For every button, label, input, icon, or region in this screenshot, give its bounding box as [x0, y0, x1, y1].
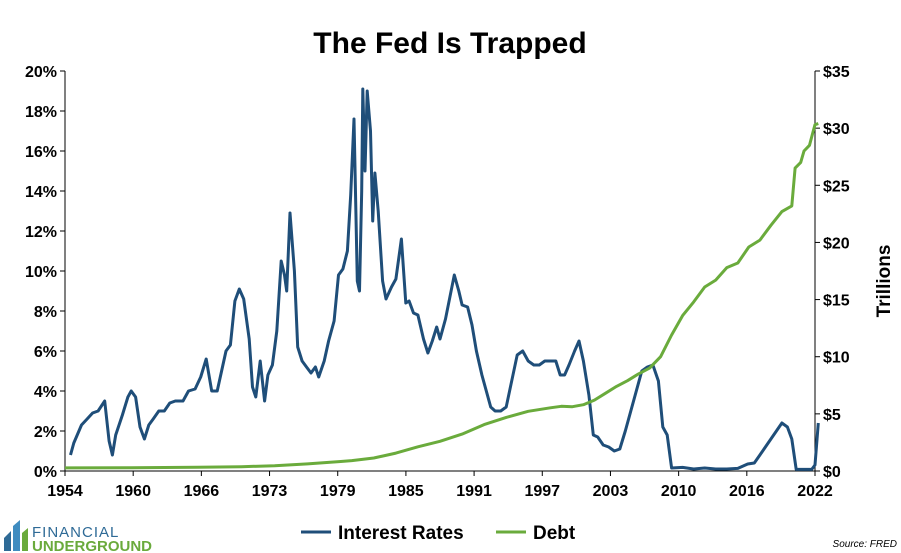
x-tick-label: 1960 — [115, 483, 151, 500]
left-axis-ticks: 0% 2% 4% 6% 8% 10% 12% 14% 16% 18% 20% — [25, 64, 65, 481]
right-tick-label: $10 — [823, 350, 850, 367]
right-tick-label: $35 — [823, 64, 850, 81]
left-tick-label: 20% — [25, 64, 57, 81]
left-tick-label: 14% — [25, 184, 57, 201]
left-tick-label: 10% — [25, 264, 57, 281]
x-tick-label: 2022 — [797, 483, 833, 500]
right-axis-label: Trillions — [874, 245, 895, 318]
chart-title: The Fed Is Trapped — [313, 27, 586, 60]
right-tick-label: $0 — [823, 464, 841, 481]
x-tick-label: 2016 — [729, 483, 765, 500]
x-tick-label: 1991 — [456, 483, 492, 500]
source-note: Source: FRED — [833, 539, 897, 550]
left-tick-label: 4% — [34, 384, 57, 401]
plot-area — [64, 71, 816, 472]
x-tick-label: 2010 — [661, 483, 697, 500]
legend-label-interest-rates: Interest Rates — [338, 523, 464, 544]
right-axis-ticks: $0 $5 $10 $15 $20 $25 $30 $35 — [815, 64, 850, 481]
right-tick-label: $15 — [823, 293, 850, 310]
logo-text-underground: UNDERGROUND — [32, 538, 152, 553]
x-tick-label: 1997 — [524, 483, 560, 500]
right-tick-label: $25 — [823, 178, 850, 195]
legend-label-debt: Debt — [533, 523, 576, 544]
x-tick-label: 1954 — [47, 483, 83, 500]
right-tick-label: $30 — [823, 121, 850, 138]
left-tick-label: 2% — [34, 424, 57, 441]
series-line-interest-rates — [69, 87, 820, 471]
series-layer — [64, 87, 820, 471]
left-tick-label: 6% — [34, 344, 57, 361]
legend: Interest Rates Debt — [301, 523, 576, 544]
x-tick-label: 1973 — [252, 483, 288, 500]
left-tick-label: 18% — [25, 104, 57, 121]
series-line-debt — [64, 122, 819, 470]
financial-underground-logo: FINANCIAL UNDERGROUND — [4, 520, 152, 553]
x-tick-label: 1979 — [320, 483, 356, 500]
logo-icon — [4, 520, 28, 551]
left-tick-label: 16% — [25, 144, 57, 161]
x-tick-label: 1985 — [388, 483, 424, 500]
logo-text-financial: FINANCIAL — [32, 524, 119, 541]
left-tick-label: 8% — [34, 304, 57, 321]
right-tick-label: $20 — [823, 235, 850, 252]
x-axis-ticks: 1954 1960 1966 1973 1979 1985 1991 1997 2003 2010… — [47, 471, 833, 500]
x-tick-label: 1966 — [184, 483, 220, 500]
x-tick-label: 2003 — [593, 483, 629, 500]
left-tick-label: 12% — [25, 224, 57, 241]
right-tick-label: $5 — [823, 407, 841, 424]
left-tick-label: 0% — [34, 464, 57, 481]
